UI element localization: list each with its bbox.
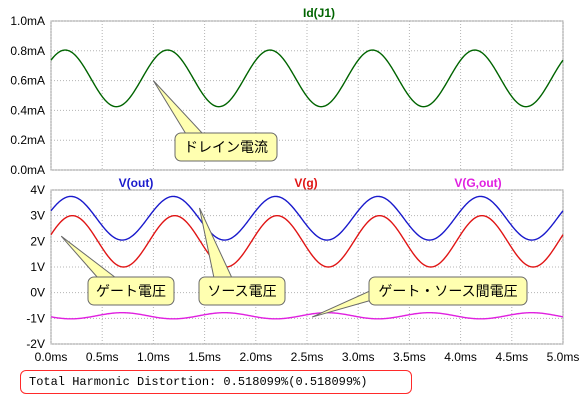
callout-box xyxy=(198,276,286,306)
thd-status-text: Total Harmonic Distortion: 0.518099%(0.5… xyxy=(29,375,368,389)
y-tick-label: 0.4mA xyxy=(10,103,45,117)
series-line-vout[interactable] xyxy=(50,195,564,241)
y-tick-label: 0.8mA xyxy=(10,44,45,58)
y-tick-label: -1V xyxy=(26,311,45,325)
callout-box xyxy=(368,276,528,306)
y-tick-label: 0.0mA xyxy=(10,163,45,177)
series-line-vgout[interactable] xyxy=(50,311,564,320)
x-tick-label: 3.5ms xyxy=(393,350,426,364)
y-tick-label: 0V xyxy=(30,286,45,300)
y-tick-label: 3V xyxy=(30,209,45,223)
x-tick-label: 1.0ms xyxy=(137,350,170,364)
x-tick-label: 4.5ms xyxy=(495,350,528,364)
callout-label: ドレイン電流 xyxy=(184,140,268,156)
series-line-idj1[interactable] xyxy=(50,49,564,108)
callout-box xyxy=(87,276,175,306)
series-line-vg[interactable] xyxy=(50,214,564,268)
x-tick-label: 0.5ms xyxy=(86,350,119,364)
legend-vg[interactable]: V(g) xyxy=(294,176,317,190)
x-tick-label: 0.0ms xyxy=(35,350,68,364)
legend-vgout[interactable]: V(G,out) xyxy=(454,176,501,190)
callout-label: ゲート・ソース間電圧 xyxy=(378,284,517,300)
x-tick-label: 4.0ms xyxy=(444,350,477,364)
y-tick-label: 4V xyxy=(30,183,45,197)
y-tick-label: 0.2mA xyxy=(10,133,45,147)
x-tick-label: 3.0ms xyxy=(342,350,375,364)
thd-status-box: Total Harmonic Distortion: 0.518099%(0.5… xyxy=(20,370,412,394)
y-tick-label: 0.6mA xyxy=(10,74,45,88)
x-tick-label: 1.5ms xyxy=(188,350,221,364)
pane-title-id-j1: Id(J1) xyxy=(303,6,335,20)
x-tick-label: 2.5ms xyxy=(291,350,324,364)
y-tick-label: -2V xyxy=(26,337,45,351)
callout-label: ゲート電圧 xyxy=(96,284,166,300)
x-tick-label: 2.0ms xyxy=(239,350,272,364)
y-tick-label: 1V xyxy=(30,260,45,274)
callout-box xyxy=(174,132,278,162)
y-tick-label: 1.0mA xyxy=(10,14,45,28)
callout-label: ソース電圧 xyxy=(207,284,276,300)
legend-vout[interactable]: V(out) xyxy=(119,176,154,190)
y-tick-label: 2V xyxy=(30,234,45,248)
x-tick-label: 5.0ms xyxy=(547,350,580,364)
